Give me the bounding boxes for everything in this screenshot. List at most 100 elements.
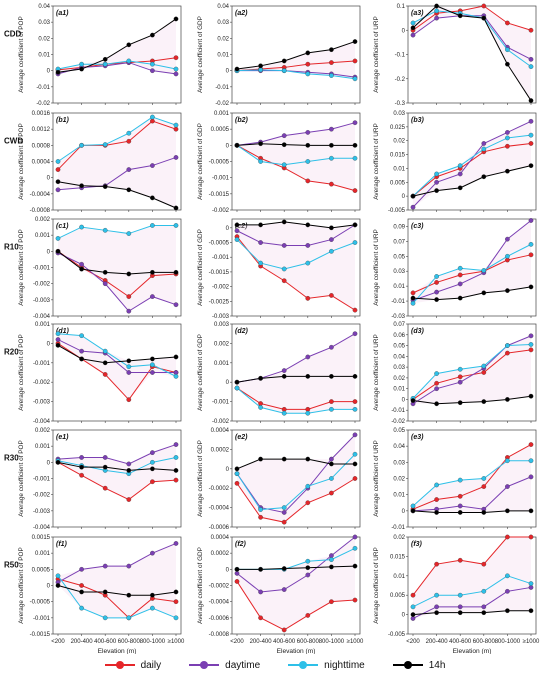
- series-line-14h: [57, 181, 177, 209]
- x-tick-label: ≥1000: [523, 639, 540, 645]
- point-14h: [305, 222, 311, 228]
- point-daily: [434, 380, 439, 386]
- point-14h: [528, 608, 534, 614]
- y-tick-label: 0.0005: [211, 127, 230, 133]
- y-tick-label: 0.1: [397, 4, 406, 10]
- point-14h: [410, 398, 416, 403]
- point-daily: [234, 579, 240, 584]
- point-daytime: [528, 118, 534, 124]
- series-line-daytime: [236, 536, 356, 593]
- y-tick-label: -0.01: [391, 408, 405, 414]
- point-daytime: [79, 261, 84, 267]
- y-tick-label: 0.01: [393, 493, 405, 499]
- point-14h: [352, 563, 358, 569]
- y-tick-label: 0: [47, 460, 51, 466]
- point-daytime: [434, 386, 439, 392]
- panel-c3: -0.03 -0.01 0.01 0.03 0.05 0.07 0.09 Average co…: [373, 218, 537, 320]
- series-line-daytime: [57, 252, 177, 312]
- panel-b1: -0.0008 -0.0004 0 0.0004 0.0008 0.0012 0.0016 A…: [18, 111, 182, 214]
- series-line-14h: [412, 395, 532, 405]
- point-nighttime: [329, 155, 334, 161]
- panel-frame: [52, 323, 182, 422]
- point-nighttime: [150, 223, 155, 228]
- point-daily: [102, 372, 108, 377]
- point-nighttime: [234, 385, 240, 391]
- point-nighttime: [434, 274, 439, 279]
- y-tick-label: -0.004: [33, 314, 51, 320]
- point-daily: [528, 534, 534, 540]
- y-axis-title: Average coefficient of POP: [18, 547, 25, 624]
- legend-dot: [403, 661, 412, 669]
- y-tick-label: 0: [402, 509, 406, 515]
- point-daytime: [305, 354, 311, 360]
- series-line-daily: [57, 120, 177, 170]
- point-14h: [173, 468, 179, 473]
- y-tick-label: 0.025: [390, 125, 406, 131]
- panel-label: (a3): [411, 10, 424, 17]
- y-tick-label: -0.0002: [209, 584, 230, 590]
- point-nighttime: [79, 224, 84, 230]
- panel-d1: -0.004 -0.003 -0.002 -0.001 0 0.001 Average co…: [18, 322, 182, 425]
- point-nighttime: [102, 227, 108, 233]
- point-nighttime: [457, 477, 463, 483]
- point-daytime: [150, 294, 155, 299]
- x-tick-label: 800-1000: [319, 639, 345, 645]
- point-daytime: [173, 302, 179, 308]
- point-14h: [434, 610, 439, 616]
- point-14h: [281, 142, 287, 148]
- point-daytime: [329, 126, 334, 132]
- point-nighttime: [528, 132, 534, 138]
- series-band: [237, 122, 355, 191]
- series-band: [413, 220, 531, 304]
- point-daily: [505, 350, 510, 356]
- point-14h: [234, 466, 240, 472]
- point-14h: [505, 397, 510, 402]
- point-14h: [234, 142, 240, 148]
- point-daily: [352, 188, 358, 193]
- panel-label: (c1): [56, 223, 69, 230]
- point-nighttime: [102, 142, 108, 147]
- series-line-daytime: [237, 70, 356, 78]
- point-daytime: [305, 243, 311, 248]
- y-tick-label: -0.004: [33, 419, 51, 425]
- y-tick-label: -0.001: [33, 477, 51, 483]
- series-line-nighttime: [236, 69, 356, 80]
- point-daily: [457, 272, 463, 278]
- series-line-14h: [57, 344, 177, 364]
- point-nighttime: [481, 588, 487, 594]
- y-tick-label: 0.03: [217, 20, 229, 26]
- y-tick-label: 0.03: [393, 111, 405, 117]
- point-daytime: [102, 563, 108, 569]
- y-axis-title: Average coefficient of GDP: [197, 334, 204, 411]
- panel-a3: -0.3 -0.2 -0.1 0 0.1 Average coefficient of U…: [373, 3, 537, 107]
- x-axis-title: Elevation (m): [277, 648, 316, 654]
- y-tick-label: -0.001: [33, 616, 51, 622]
- point-14h: [434, 297, 439, 302]
- point-daily: [434, 497, 439, 502]
- point-14h: [434, 401, 439, 407]
- point-nighttime: [173, 615, 179, 621]
- point-nighttime: [457, 366, 463, 372]
- point-nighttime: [281, 68, 287, 74]
- point-daily: [329, 399, 334, 404]
- series-line-daily: [412, 142, 532, 197]
- point-daily: [481, 3, 487, 9]
- point-14h: [457, 510, 463, 515]
- series-line-daytime: [236, 434, 356, 513]
- point-daily: [126, 138, 132, 144]
- point-nighttime: [528, 458, 534, 464]
- point-14h: [55, 583, 61, 588]
- y-tick-label: 0: [402, 194, 406, 200]
- y-axis-title: Average coefficient of URP: [373, 334, 380, 411]
- point-14h: [505, 61, 510, 67]
- y-tick-label: -0.003: [33, 509, 51, 515]
- series-line-daytime: [412, 586, 532, 619]
- y-tick-label: 0.09: [393, 224, 405, 230]
- point-nighttime: [102, 615, 108, 621]
- panel-label: (e2): [235, 434, 248, 441]
- y-tick-label: -0.02: [36, 101, 50, 107]
- point-14h: [528, 508, 534, 514]
- panel-frame: [231, 323, 361, 422]
- y-tick-label: -0.004: [33, 525, 51, 531]
- point-14h: [150, 592, 155, 598]
